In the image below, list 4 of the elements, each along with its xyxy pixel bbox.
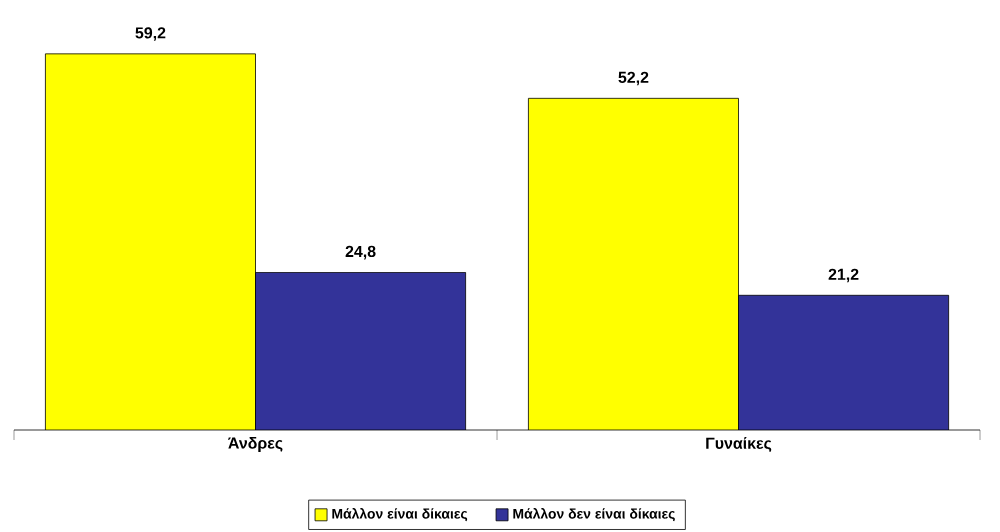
bar [738,294,950,430]
bar [255,272,466,430]
bar [528,97,739,430]
bar [45,53,256,430]
